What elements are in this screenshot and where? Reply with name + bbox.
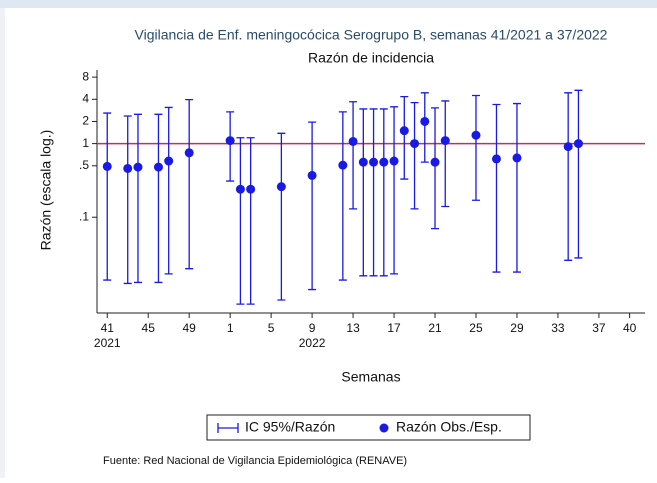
x-tick-label: 17	[387, 321, 401, 335]
point	[573, 139, 583, 149]
point	[369, 157, 379, 167]
point	[471, 130, 481, 140]
legend-box	[206, 414, 531, 441]
error-bar	[574, 89, 583, 259]
error-bar	[164, 106, 173, 275]
y-tick-label: 4	[82, 91, 89, 105]
error-bar	[400, 95, 409, 180]
y-tick-label: 1	[82, 136, 89, 150]
error-bar	[185, 98, 194, 270]
error-bar	[123, 115, 132, 285]
y-tick-label: 8	[82, 69, 89, 83]
point	[399, 126, 409, 136]
y-tick-label: 2	[82, 114, 89, 128]
x-tick-label: 5	[268, 321, 275, 335]
error-bar	[103, 112, 112, 281]
x-tick-label: 33	[551, 321, 565, 335]
error-bar	[349, 101, 358, 210]
legend-point-icon	[379, 423, 389, 433]
x-tick-label: 1	[227, 321, 234, 335]
point	[512, 153, 522, 163]
error-bar	[369, 108, 378, 277]
error-bar	[154, 113, 163, 284]
y-axis-label: Razón (escala log.)	[38, 130, 54, 251]
top-band	[0, 0, 657, 8]
x-tick-label: 41	[101, 321, 115, 335]
error-bar	[359, 108, 368, 277]
year-label: 2022	[299, 336, 326, 350]
point	[379, 157, 389, 167]
point	[153, 162, 163, 172]
error-bar	[564, 92, 573, 261]
error-bar	[226, 111, 235, 182]
chart-title: Vigilancia de Enf. meningocócica Serogru…	[135, 27, 608, 43]
point	[184, 148, 194, 158]
error-bar	[512, 102, 521, 273]
point	[491, 154, 501, 164]
source-note: Fuente: Red Nacional de Vigilancia Epide…	[103, 455, 407, 467]
point	[123, 163, 133, 173]
point	[102, 161, 112, 171]
year-label: 2021	[94, 336, 121, 350]
error-bar	[471, 94, 480, 201]
error-bar	[492, 103, 501, 273]
error-bar	[133, 113, 142, 284]
error-bar	[277, 132, 286, 301]
point	[276, 182, 286, 192]
point	[348, 136, 358, 146]
error-bar	[379, 108, 388, 277]
point	[164, 156, 174, 166]
legend-label: IC 95%/Razón	[245, 419, 335, 435]
x-tick-label: 13	[346, 321, 360, 335]
y-tick-label: .5	[79, 158, 89, 172]
error-bar	[236, 137, 245, 305]
x-tick-label: 49	[183, 321, 197, 335]
x-tick-label: 21	[428, 321, 442, 335]
point	[246, 184, 256, 194]
error-bar	[431, 107, 440, 230]
point	[389, 156, 399, 166]
error-bar	[420, 92, 429, 163]
error-bar	[338, 111, 347, 281]
legend-errorbar-icon	[217, 423, 239, 433]
point	[563, 142, 573, 152]
x-tick-label: 25	[469, 321, 483, 335]
point	[225, 136, 235, 146]
point	[410, 139, 420, 149]
x-tick-label: 40	[623, 321, 637, 335]
legend-label: Razón Obs./Esp.	[396, 419, 502, 435]
error-bar	[441, 100, 450, 208]
point	[440, 136, 450, 146]
error-bar	[246, 137, 255, 305]
point	[430, 157, 440, 167]
point	[358, 157, 368, 167]
left-band	[0, 8, 5, 478]
x-tick-label: 29	[510, 321, 524, 335]
chart-subtitle: Razón de incidencia	[308, 50, 434, 66]
point	[133, 162, 143, 172]
error-bar	[410, 102, 419, 210]
y-tick-label: .1	[79, 209, 89, 223]
point	[235, 184, 245, 194]
x-tick-label: 9	[309, 321, 316, 335]
x-tick-label: 37	[592, 321, 606, 335]
x-tick-label: 45	[142, 321, 156, 335]
point	[307, 170, 317, 180]
error-bar	[390, 106, 399, 275]
point	[420, 116, 430, 126]
x-axis-label: Semanas	[341, 369, 400, 385]
point	[338, 160, 348, 170]
error-bar	[308, 121, 317, 291]
